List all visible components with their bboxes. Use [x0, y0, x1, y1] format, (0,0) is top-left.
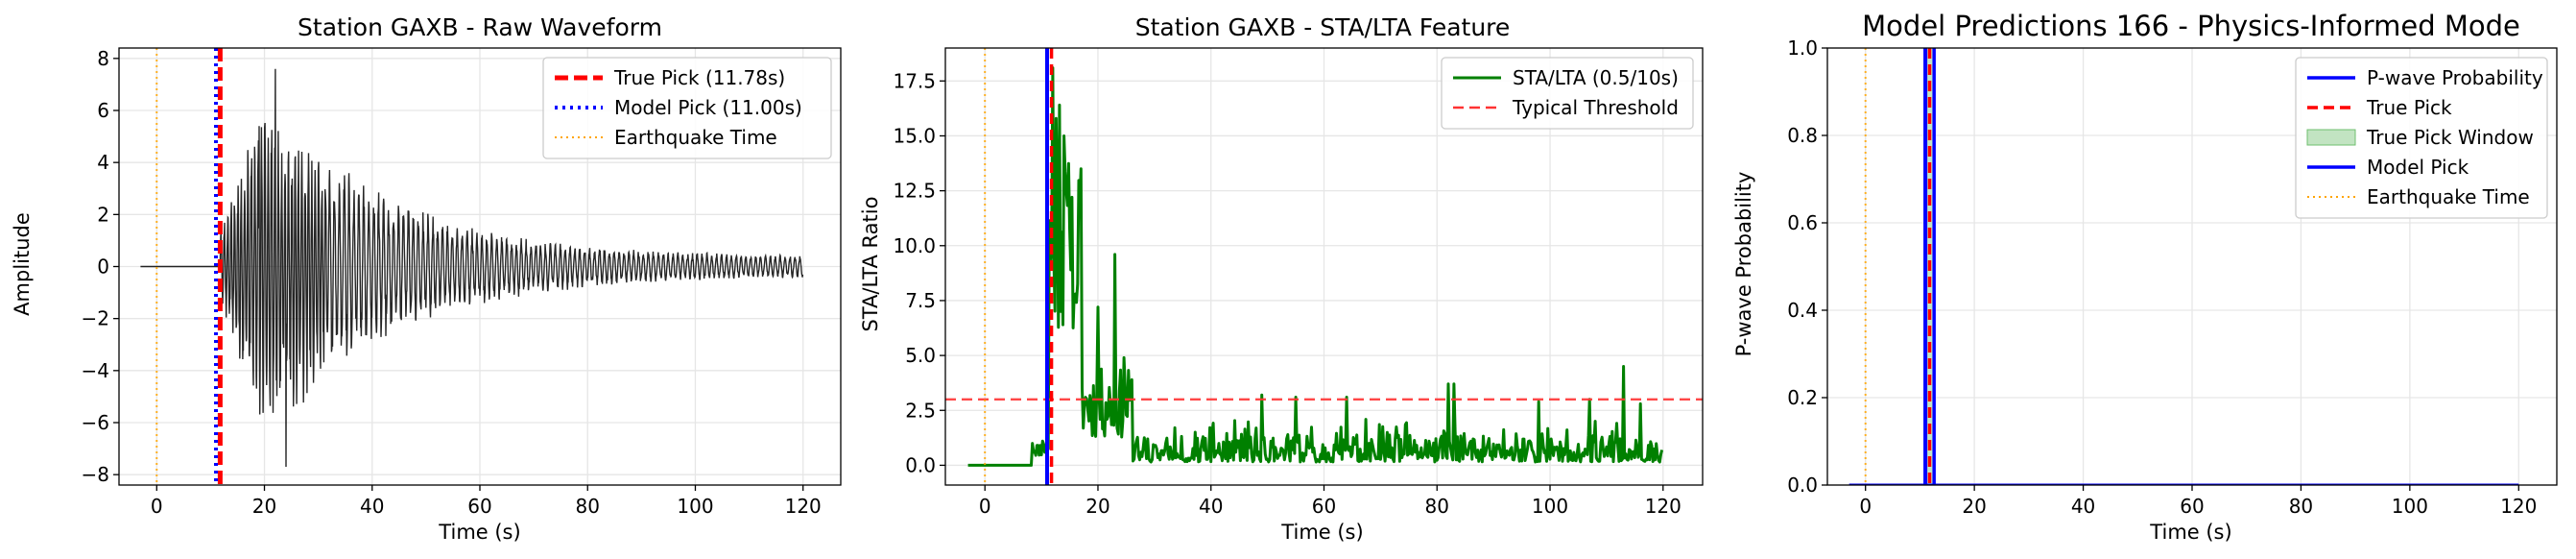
- axes-frame-predictions: [1826, 47, 2558, 486]
- x-tick-label-5: 100: [677, 495, 713, 518]
- grid-stalta: [945, 48, 1703, 485]
- legend-handle-2: [2306, 129, 2356, 146]
- plot-waveform: [140, 48, 804, 485]
- legend-label-1: Typical Threshold: [1512, 96, 1679, 119]
- legend-label-0: True Pick (11.78s): [613, 66, 785, 89]
- ticks-waveform: 0 20 40 60 80 100 120 −8 −6 −4 −2 0 2 4 6 8: [82, 47, 822, 518]
- x-tick-label-2: 40: [1199, 495, 1223, 518]
- x-tick-label-4: 80: [1425, 495, 1449, 518]
- y-tick-label-2: 0.4: [1787, 299, 1818, 322]
- x-tick-label-0: 0: [151, 495, 163, 518]
- y-tick-label-4: 0.8: [1787, 124, 1818, 147]
- legend-label-0: P-wave Probability: [2367, 66, 2543, 89]
- axes-frame-waveform: [118, 47, 842, 486]
- y-tick-label-2: 5.0: [905, 344, 936, 367]
- legend-frame: [2295, 57, 2548, 219]
- x-tick-label-4: 80: [576, 495, 600, 518]
- y-tick-label-3: 7.5: [905, 289, 936, 312]
- x-tick-label-6: 120: [1645, 495, 1682, 518]
- x-tick-label-5: 100: [1532, 495, 1568, 518]
- y-tick-label-4: 10.0: [893, 234, 936, 257]
- x-tick-label-4: 80: [2289, 495, 2313, 518]
- legend-label-3: Model Pick: [2367, 156, 2469, 179]
- y-tick-label-0: −8: [82, 463, 109, 486]
- x-tick-label-2: 40: [2071, 495, 2095, 518]
- chart-title-waveform: Station GAXB - Raw Waveform: [298, 13, 662, 41]
- y-tick-label-5: 2: [97, 203, 109, 226]
- x-tick-label-0: 0: [979, 495, 991, 518]
- y-tick-label-3: −2: [82, 307, 109, 330]
- legend-label-0: STA/LTA (0.5/10s): [1513, 66, 1679, 89]
- x-tick-label-2: 40: [360, 495, 384, 518]
- y-tick-label-6: 15.0: [893, 124, 936, 147]
- plot-stalta: [945, 48, 1703, 485]
- panel-stalta: Station GAXB - STA/LTA Feature 0 20 40 60 80…: [859, 13, 1704, 544]
- x-tick-label-3: 60: [1312, 495, 1336, 518]
- legend-frame: [1441, 57, 1694, 130]
- x-tick-label-6: 120: [785, 495, 822, 518]
- x-axis-label-stalta: Time (s): [1280, 521, 1363, 544]
- plot-predictions: [1849, 48, 2519, 485]
- chart-title-stalta: Station GAXB - STA/LTA Feature: [1135, 13, 1511, 41]
- x-tick-label-3: 60: [2180, 495, 2204, 518]
- y-tick-label-2: −4: [82, 359, 109, 382]
- x-tick-label-5: 100: [2392, 495, 2428, 518]
- x-tick-label-3: 60: [467, 495, 491, 518]
- y-tick-label-5: 1.0: [1787, 36, 1818, 60]
- x-tick-label-0: 0: [1859, 495, 1872, 518]
- stalta-line: [967, 66, 1664, 467]
- x-tick-label-1: 20: [1962, 495, 1986, 518]
- x-tick-label-1: 20: [1085, 495, 1109, 518]
- legend-label-1: Model Pick (11.00s): [614, 96, 802, 119]
- x-tick-label-1: 20: [252, 495, 276, 518]
- y-axis-label-stalta: STA/LTA Ratio: [859, 197, 882, 332]
- legend-label-4: Earthquake Time: [2367, 185, 2530, 208]
- y-tick-label-0: 0.0: [1787, 474, 1818, 497]
- legend-frame: [542, 57, 832, 159]
- legend-predictions: P-wave Probability True Pick True Pick Win…: [2295, 57, 2548, 219]
- y-axis-label-waveform: Amplitude: [11, 212, 34, 316]
- ticks-predictions: 0 20 40 60 80 100 120 0.0 0.2 0.4 0.6 0.8 1.0: [1787, 36, 2537, 518]
- legend-label-1: True Pick: [2366, 96, 2452, 119]
- legend-label-2: True Pick Window: [2366, 126, 2534, 149]
- y-tick-label-7: 6: [97, 99, 109, 122]
- chart-title-predictions: Model Predictions 166 - Physics-Informed…: [1862, 10, 2520, 42]
- y-tick-label-1: −6: [82, 411, 109, 434]
- waveform-line: [140, 68, 804, 468]
- y-tick-label-3: 0.6: [1787, 211, 1818, 234]
- y-tick-label-7: 17.5: [893, 69, 936, 92]
- ticks-stalta: 0 20 40 60 80 100 120 0.0 2.5 5.0 7.5 10.0 12.5 15.0 1…: [893, 69, 1681, 518]
- y-tick-label-4: 0: [97, 255, 109, 279]
- y-tick-label-0: 0.0: [905, 453, 936, 476]
- x-axis-label-waveform: Time (s): [438, 521, 520, 544]
- y-tick-label-6: 4: [97, 151, 109, 174]
- panel-predictions: Model Predictions 166 - Physics-Informed…: [1732, 10, 2558, 544]
- y-tick-label-1: 0.2: [1787, 386, 1818, 409]
- y-tick-label-5: 12.5: [893, 180, 936, 203]
- y-axis-label-predictions: P-wave Probability: [1732, 172, 1755, 357]
- axes-frame-stalta: [944, 47, 1704, 486]
- x-axis-label-predictions: Time (s): [2149, 521, 2231, 544]
- legend-waveform: True Pick (11.78s) Model Pick (11.00s) Ear…: [542, 57, 832, 159]
- y-tick-label-8: 8: [97, 47, 109, 70]
- legend-label-2: Earthquake Time: [614, 126, 777, 149]
- legend-stalta: STA/LTA (0.5/10s) Typical Threshold: [1441, 57, 1694, 130]
- x-tick-label-6: 120: [2500, 495, 2537, 518]
- panel-raw-waveform: Station GAXB - Raw Waveform 0 20 40 60 80 100…: [11, 13, 842, 544]
- y-tick-label-1: 2.5: [905, 399, 936, 422]
